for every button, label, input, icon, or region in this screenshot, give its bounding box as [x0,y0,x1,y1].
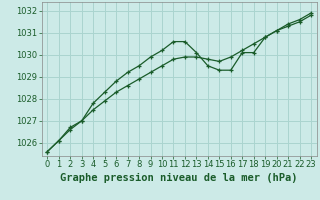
X-axis label: Graphe pression niveau de la mer (hPa): Graphe pression niveau de la mer (hPa) [60,173,298,183]
